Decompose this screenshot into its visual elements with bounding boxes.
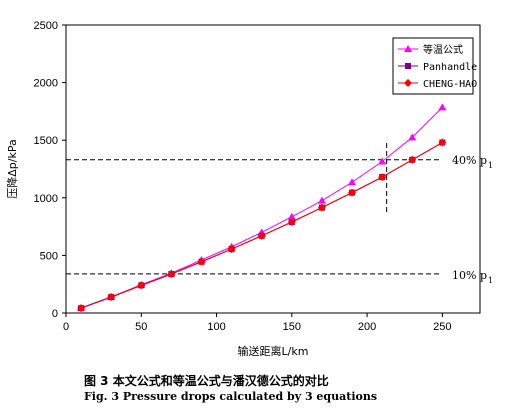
data-point: [227, 245, 236, 254]
legend-marker: [404, 79, 412, 87]
plot-frame: [65, 24, 481, 314]
data-point: [378, 157, 387, 165]
annotation-10-subscript: 1: [488, 276, 493, 285]
data-point: [107, 293, 116, 302]
data-point: [137, 281, 146, 290]
figure-caption-english: Fig. 3 Pressure drops calculated by 3 eq…: [84, 390, 378, 403]
data-point: [438, 103, 447, 111]
data-point: [408, 155, 417, 164]
legend-marker: [404, 45, 412, 52]
data-point: [438, 138, 447, 147]
series-line: [80, 142, 443, 309]
figure-caption-chinese: 图 3 本文公式和等温公式与潘汉德公式的对比: [84, 374, 329, 388]
x-tick-label: 0: [63, 321, 69, 333]
x-axis-title: 输送距离L/km: [238, 344, 309, 358]
data-point: [197, 257, 206, 266]
series-line: [80, 107, 443, 309]
data-point: [257, 231, 266, 240]
y-tick-label: 0: [52, 308, 58, 320]
data-point: [77, 304, 86, 313]
y-tick-label: 500: [40, 250, 58, 262]
series-panhandle: [78, 139, 446, 312]
x-tick-label: 150: [283, 321, 301, 333]
data-point: [287, 217, 296, 226]
x-tick-label: 50: [135, 321, 147, 333]
legend-label: 等温公式: [423, 43, 463, 56]
data-point: [287, 212, 296, 220]
annotation-40-label: 40% p: [452, 154, 487, 167]
data-point: [378, 173, 387, 182]
data-point: [317, 196, 326, 204]
x-tick-label: 200: [358, 321, 376, 333]
data-point: [408, 133, 417, 141]
y-tick-label: 1000: [34, 193, 58, 205]
annotation-40-percent: 40% p 1: [452, 154, 493, 170]
annotation-10-percent: 10% p 1: [452, 269, 493, 285]
legend-label: CHENG-HAO: [423, 79, 477, 90]
legend-label: Panhandle: [423, 62, 477, 73]
x-tick-label: 250: [433, 321, 451, 333]
y-tick-label: 2000: [34, 78, 58, 90]
chart-series: [77, 103, 447, 313]
data-point: [167, 270, 176, 279]
annotation-10-label: 10% p: [452, 269, 487, 282]
x-tick-label: 100: [207, 321, 225, 333]
y-axis-title: 压降Δp/kPa: [5, 139, 19, 198]
data-point: [348, 178, 357, 186]
data-point: [317, 203, 326, 212]
legend-marker: [405, 63, 411, 69]
series--: [77, 103, 447, 311]
legend: 等温公式 Panhandle CHENG-HAO: [392, 37, 477, 95]
reference-lines: [66, 143, 440, 275]
data-point: [348, 188, 357, 197]
y-tick-label: 2500: [34, 20, 58, 32]
y-tick-label: 1500: [34, 135, 58, 147]
series-line: [80, 142, 443, 309]
series-cheng-hao: [77, 138, 447, 313]
annotation-40-subscript: 1: [488, 161, 493, 170]
